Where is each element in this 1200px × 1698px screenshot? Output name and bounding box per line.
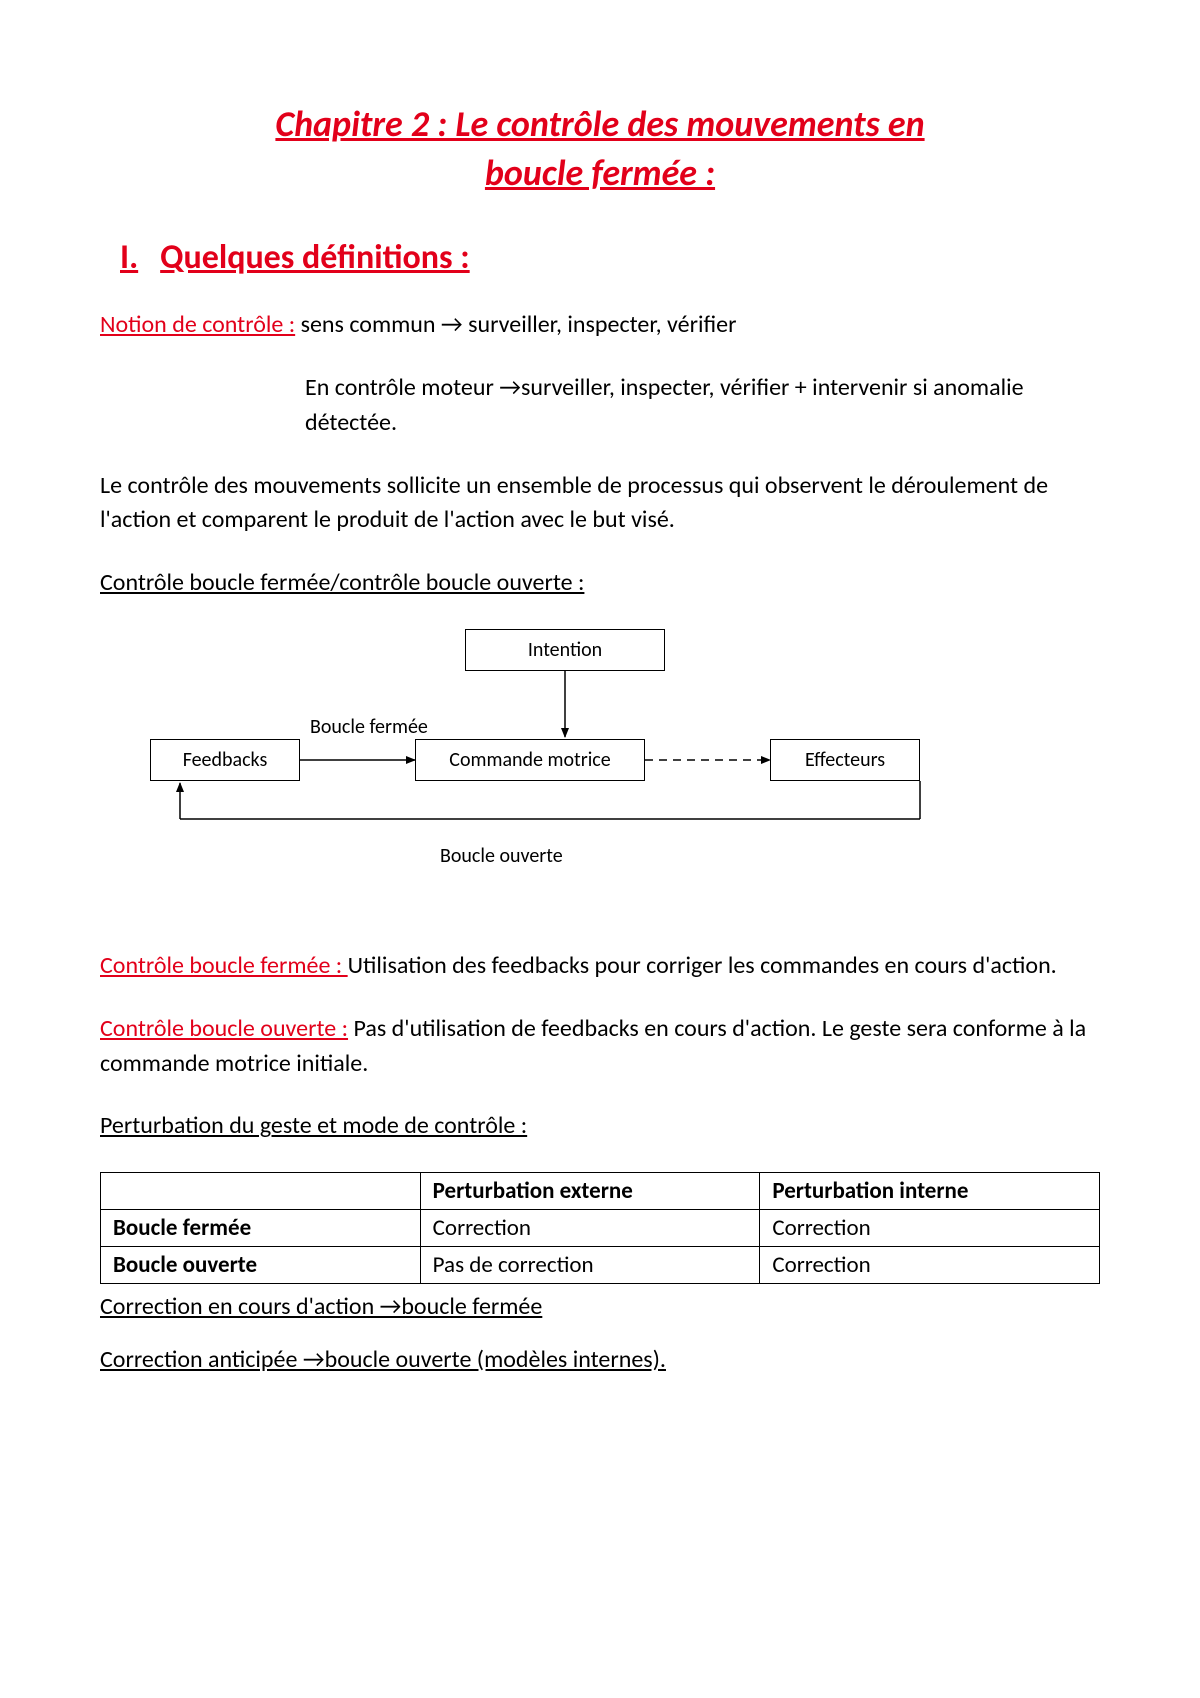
perturbation-table: Perturbation externe Perturbation intern… <box>100 1172 1100 1284</box>
label-notion-controle: Notion de contrôle : <box>100 310 295 339</box>
section-label: Quelques définitions : <box>160 237 470 278</box>
table-header-cell <box>101 1173 421 1210</box>
lead-controle-moteur: En contrôle moteur → <box>305 373 521 402</box>
table-cell: Boucle fermée <box>101 1210 421 1247</box>
table-cell: Correction <box>420 1210 760 1247</box>
document-page: Chapitre 2 : Le contrôle des mouvements … <box>0 0 1200 1698</box>
table-cell: Correction <box>760 1210 1100 1247</box>
node-feedbacks: Feedbacks <box>150 739 300 781</box>
para-boucle-heading: Contrôle boucle fermée/contrôle boucle o… <box>100 566 1100 601</box>
chapter-title-line1: Chapitre 2 : Le contrôle des mouvements … <box>275 102 924 146</box>
para-correction-cours: Correction en cours d'action →boucle fer… <box>100 1290 1100 1325</box>
para-processus: Le contrôle des mouvements sollicite un … <box>100 469 1100 539</box>
text-boucle-fermee: Utilisation des feedbacks pour corriger … <box>348 951 1057 980</box>
para-boucle-ouverte: Contrôle boucle ouverte : Pas d'utilisat… <box>100 1012 1100 1082</box>
label-boucle-fermee: Contrôle boucle fermée : <box>100 951 348 980</box>
table-cell: Correction <box>760 1247 1100 1284</box>
chapter-title-line2: boucle fermée : <box>485 151 715 195</box>
table-row: Boucle fermée Correction Correction <box>101 1210 1100 1247</box>
node-commande-motrice: Commande motrice <box>415 739 645 781</box>
table-header-cell: Perturbation interne <box>760 1173 1100 1210</box>
para-controle-moteur: En contrôle moteur →surveiller, inspecte… <box>100 371 1100 441</box>
section-heading-1: I. Quelques définitions : <box>120 237 1100 278</box>
edge-label-boucle-ouverte: Boucle ouverte <box>440 844 563 868</box>
indent-wrapper: En contrôle moteur →surveiller, inspecte… <box>100 371 1100 441</box>
section-number: I. <box>120 237 138 278</box>
table-header-row: Perturbation externe Perturbation intern… <box>101 1173 1100 1210</box>
para-correction-anticipee: Correction anticipée →boucle ouverte (mo… <box>100 1343 1100 1378</box>
node-effecteurs: Effecteurs <box>770 739 920 781</box>
para-perturbation-heading: Perturbation du geste et mode de contrôl… <box>100 1109 1100 1144</box>
para-boucle-fermee: Contrôle boucle fermée : Utilisation des… <box>100 949 1100 984</box>
text-notion-controle: sens commun → surveiller, inspecter, vér… <box>295 310 736 339</box>
chapter-title: Chapitre 2 : Le contrôle des mouvements … <box>100 100 1100 197</box>
text-correction-cours: Correction en cours d'action →boucle fer… <box>100 1292 542 1321</box>
table-cell: Pas de correction <box>420 1247 760 1284</box>
para-notion-controle: Notion de contrôle : sens commun → surve… <box>100 308 1100 343</box>
flowchart-diagram: Intention Feedbacks Commande motrice Eff… <box>120 629 1020 889</box>
label-boucle-compare: Contrôle boucle fermée/contrôle boucle o… <box>100 568 584 597</box>
label-boucle-ouverte: Contrôle boucle ouverte : <box>100 1014 348 1043</box>
table-row: Boucle ouverte Pas de correction Correct… <box>101 1247 1100 1284</box>
text-correction-anticipee: Correction anticipée →boucle ouverte (mo… <box>100 1345 666 1374</box>
node-intention: Intention <box>465 629 665 671</box>
table-cell: Boucle ouverte <box>101 1247 421 1284</box>
edge-label-boucle-fermee: Boucle fermée <box>310 715 428 739</box>
table-header-cell: Perturbation externe <box>420 1173 760 1210</box>
label-perturbation: Perturbation du geste et mode de contrôl… <box>100 1111 527 1140</box>
